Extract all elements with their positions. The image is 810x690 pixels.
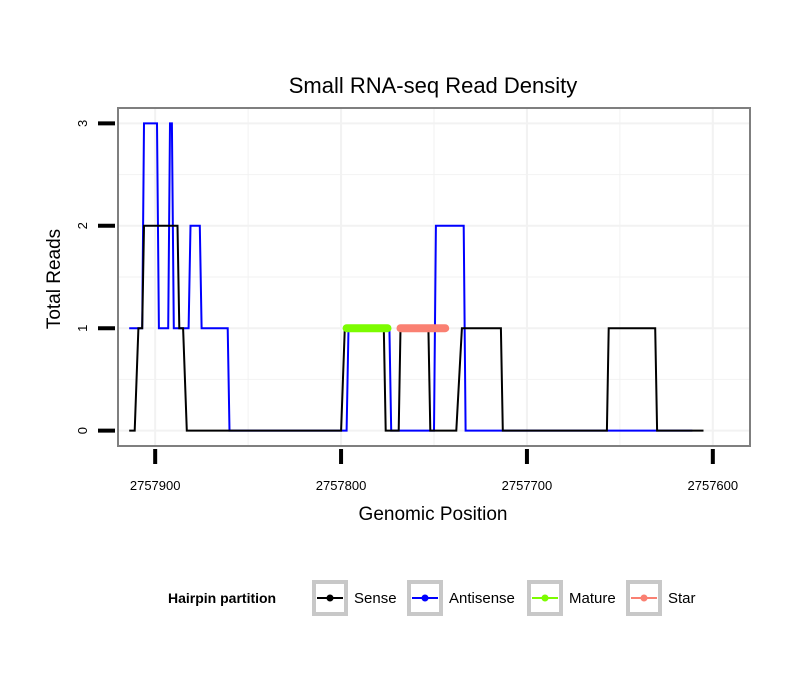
chart-title: Small RNA-seq Read Density: [289, 73, 578, 98]
y-tick-label: 3: [75, 120, 90, 127]
series-sense-line: [129, 224, 704, 432]
legend-key-point: [421, 594, 429, 602]
panel-border: [117, 107, 751, 447]
x-tick-label: 2757700: [502, 478, 553, 493]
y-axis-title: Total Reads: [44, 229, 65, 329]
legend-item-sense: Sense: [312, 580, 397, 616]
y-axis: 0 1 2 3: [75, 120, 115, 434]
legend-key-point: [640, 594, 648, 602]
y-tick-label: 1: [75, 325, 90, 332]
legend-item-antisense: Antisense: [407, 580, 515, 616]
x-tick-label: 2757900: [130, 478, 181, 493]
legend-label: Mature: [569, 590, 616, 607]
x-tick-label: 2757600: [688, 478, 739, 493]
legend-label: Antisense: [449, 590, 515, 607]
x-tick-label: 2757800: [316, 478, 367, 493]
legend-key-point: [541, 594, 549, 602]
x-axis-title: Genomic Position: [359, 504, 508, 525]
y-tick-label: 0: [75, 427, 90, 434]
legend-label: Sense: [354, 590, 397, 607]
legend-item-mature: Mature: [527, 580, 616, 616]
legend-key-point: [326, 594, 334, 602]
series-layer: [129, 122, 704, 432]
legend-title: Hairpin partition: [168, 590, 276, 606]
legend-label: Star: [668, 590, 696, 607]
x-axis: 2757900 2757800 2757700 2757600: [130, 449, 738, 493]
y-tick-label: 2: [75, 222, 90, 229]
series-antisense-line: [129, 122, 693, 432]
legend: Hairpin partition Sense Antisense Mature St…: [168, 580, 696, 616]
legend-item-star: Star: [626, 580, 696, 616]
